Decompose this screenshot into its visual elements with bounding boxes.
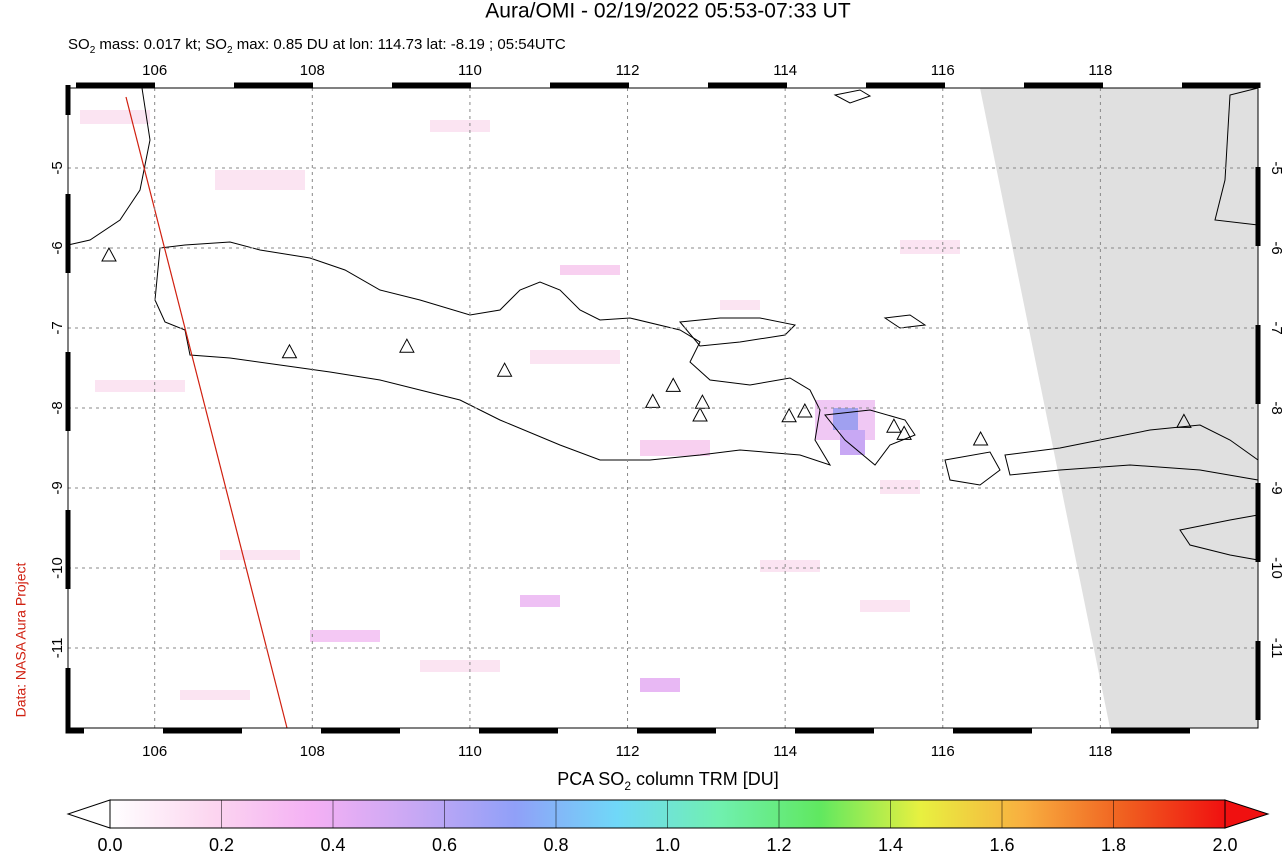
y-tick-label: -9	[1268, 481, 1285, 494]
volcano-marker	[281, 343, 298, 359]
colorbar-label-part: PCA SO	[557, 769, 624, 789]
y-tick-label: -11	[49, 638, 66, 659]
volcano-marker	[496, 362, 513, 377]
x-tick-label: 112	[616, 62, 640, 79]
subtitle-part: mass: 0.017 kt; SO	[95, 36, 227, 53]
x-tick-label: 114	[773, 62, 797, 79]
chart-title: Aura/OMI - 02/19/2022 05:53-07:33 UT	[485, 0, 851, 23]
colorbar-tick-label: 0.8	[543, 835, 568, 855]
colorbar-tick-label: 1.6	[989, 835, 1014, 855]
x-tick-label: 106	[142, 62, 167, 79]
y-tick-label: -10	[1268, 557, 1285, 579]
volcano-marker	[399, 338, 415, 353]
volcano-marker	[644, 393, 661, 408]
x-tick-label: 118	[1088, 743, 1112, 760]
volcano-marker	[1176, 413, 1192, 428]
y-tick-label: -10	[49, 557, 66, 579]
x-tick-label: 118	[1088, 62, 1112, 79]
x-tick-label: 106	[142, 743, 167, 760]
x-tick-label: 110	[458, 743, 482, 760]
volcano-marker	[101, 246, 117, 262]
colorbar-tick-label: 0.4	[320, 835, 345, 855]
colorbar-tick-label: 1.2	[766, 835, 791, 855]
volcano-marker	[694, 394, 711, 409]
colorbar-low-arrow	[66, 799, 111, 829]
orbit-track	[125, 96, 288, 729]
axes: 106 106 108 108 110 110 112 112 114 114 116 116 118 1…	[49, 62, 1285, 760]
colorbar-high-arrow	[1224, 799, 1270, 829]
subtitle: SO2 mass: 0.017 kt; SO2 max: 0.85 DU at …	[68, 36, 566, 56]
subtitle-part: 2	[90, 45, 96, 56]
y-tick-label: -5	[1268, 161, 1285, 174]
map-frame-bars	[65, 82, 1261, 734]
colorbar-tick-label: 0.6	[432, 835, 457, 855]
x-tick-label: 116	[931, 62, 955, 79]
colorbar-tick-label: 2.0	[1212, 835, 1237, 855]
colorbar-tick-label: 0.0	[97, 835, 122, 855]
volcano-marker	[781, 407, 797, 423]
volcano-marker	[665, 377, 682, 392]
x-tick-label: 110	[458, 62, 482, 79]
volcano-marker	[692, 406, 708, 422]
y-tick-label: -9	[49, 481, 66, 494]
colorbar-label-part: 2	[624, 779, 631, 793]
x-tick-label: 116	[931, 743, 955, 760]
colorbar-tick-label: 1.0	[655, 835, 680, 855]
y-tick-label: -5	[49, 161, 66, 174]
y-tick-label: -6	[1268, 241, 1285, 254]
subtitle-part: 2	[227, 45, 233, 56]
colorbar-label-part: column TRM [DU]	[631, 769, 779, 789]
x-tick-label: 114	[773, 743, 797, 760]
x-tick-label: 108	[300, 743, 325, 760]
subtitle-part: SO	[68, 36, 90, 53]
coastline	[67, 87, 1259, 561]
colorbar-label: PCA SO2 column TRM [DU]	[557, 769, 778, 793]
x-tick-label: 108	[300, 62, 325, 79]
credit: Data: NASA Aura Project	[13, 562, 29, 717]
volcano-marker	[896, 425, 912, 440]
volcano-marker	[886, 418, 902, 433]
y-tick-label: -7	[49, 321, 66, 334]
y-tick-label: -6	[49, 241, 66, 254]
colorbar-tick-label: 0.2	[209, 835, 234, 855]
colorbar-tick-label: 1.8	[1101, 835, 1126, 855]
volcano-marker	[972, 430, 989, 446]
y-tick-label: -11	[1268, 638, 1285, 659]
colorbar: 0.0 0.2 0.4 0.6 0.8 1.0 1.2 1.4 1.6 1.8 2.0	[66, 799, 1270, 855]
subtitle-part: max: 0.85 DU at lon: 114.73 lat: -8.19 ;…	[233, 36, 566, 53]
colorbar-tick-label: 1.4	[878, 835, 903, 855]
y-tick-label: -7	[1268, 321, 1285, 334]
x-tick-label: 112	[616, 743, 640, 760]
y-tick-label: -8	[1268, 401, 1285, 414]
y-tick-label: -8	[49, 401, 66, 414]
volcano-marker	[797, 402, 813, 418]
